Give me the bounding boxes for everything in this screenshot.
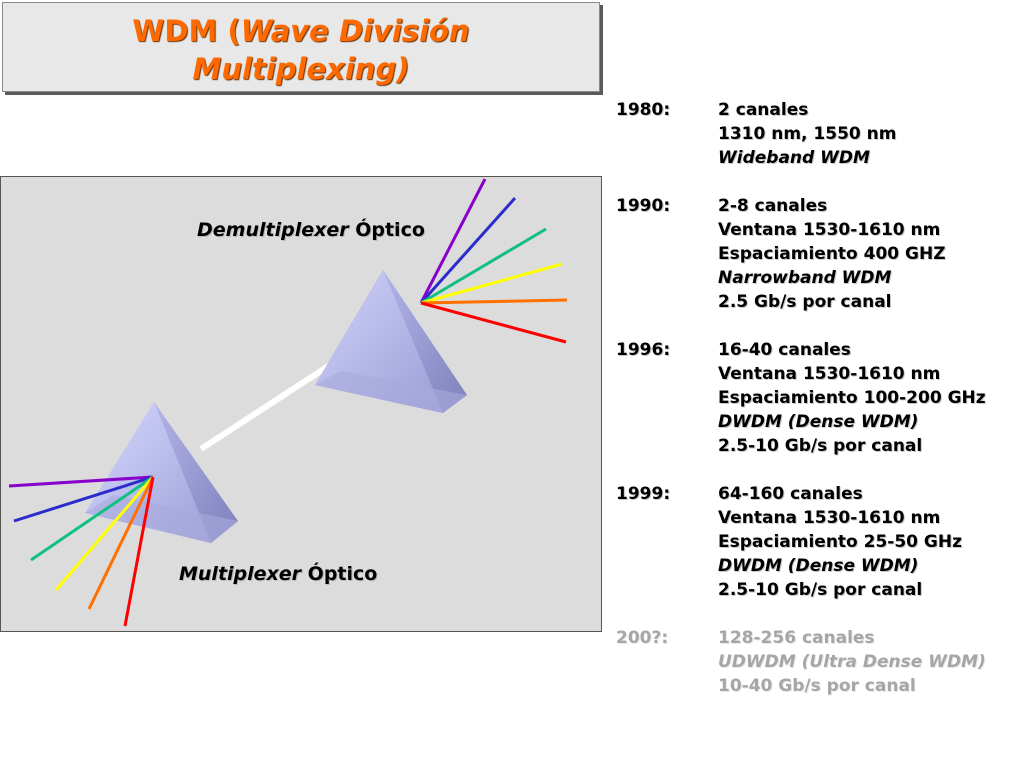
timeline-detail-line: DWDM (Dense WDM) <box>718 556 919 576</box>
timeline-entry: 1990: 2-8 canales Ventana 1530-1610 nm Espa… <box>616 194 1016 314</box>
demux-beam-violet <box>419 178 487 304</box>
timeline-entry: 1999: 64-160 canales Ventana 1530-1610 nm E… <box>616 482 1016 602</box>
timeline-year: 1996: <box>616 340 671 360</box>
mux-prism <box>85 402 238 543</box>
slide-title: WDM (Wave División Multiplexing) <box>3 12 599 88</box>
mux-beam-blue <box>13 475 154 523</box>
timeline-detail-line: DWDM (Dense WDM) <box>718 412 919 432</box>
timeline-detail-line: Ventana 1530-1610 nm <box>718 364 941 384</box>
title-italic-2: Multiplexing) <box>192 52 410 86</box>
mux-label-italic: Multiplexer <box>179 563 302 585</box>
timeline-detail-line: 64-160 canales <box>718 484 863 504</box>
demux-label-rest: Óptico <box>348 219 425 241</box>
timeline-detail-line: 1310 nm, 1550 nm <box>718 124 897 144</box>
mux-beam-violet <box>8 475 154 488</box>
demux-output-beams <box>419 178 568 344</box>
title-prefix: WDM ( <box>132 14 241 48</box>
timeline-detail-line: Espaciamiento 25-50 GHz <box>718 532 963 552</box>
title-box: WDM (Wave División Multiplexing) <box>2 2 600 92</box>
timeline-detail-line: 10-40 Gb/s por canal <box>718 676 916 696</box>
timeline-detail-line: Ventana 1530-1610 nm <box>718 508 941 528</box>
timeline-detail-line: Espaciamiento 100-200 GHz <box>718 388 986 408</box>
timeline-year: 1990: <box>616 196 671 216</box>
mux-beam-orange <box>87 476 155 610</box>
timeline-detail-line: 2-8 canales <box>718 196 828 216</box>
timeline-detail-line: 128-256 canales <box>718 628 875 648</box>
demux-beam-green <box>420 227 547 305</box>
timeline-details: 64-160 canales Ventana 1530-1610 nm Espaci… <box>718 482 1016 602</box>
mux-beam-green <box>30 475 154 562</box>
timeline-details: 128-256 canales UDWDM (Ultra Dense WDM) 10… <box>718 626 1016 698</box>
timeline-detail-line: 2.5-10 Gb/s por canal <box>718 436 923 456</box>
wdm-diagram: Demultiplexer Óptico Multiplexer Óptico <box>0 176 602 632</box>
mux-label-rest: Óptico <box>301 563 378 585</box>
timeline-detail-line: Ventana 1530-1610 nm <box>718 220 941 240</box>
demux-beam-yellow <box>420 262 563 305</box>
timeline-detail-line: 2 canales <box>718 100 809 120</box>
timeline-detail-line: UDWDM (Ultra Dense WDM) <box>718 652 986 672</box>
mux-beam-yellow <box>54 476 155 591</box>
timeline-entry: 1980: 2 canales 1310 nm, 1550 nm Wideband W… <box>616 98 1016 170</box>
timeline-entry: 200?: 128-256 canales UDWDM (Ultra Dense W… <box>616 626 1016 698</box>
timeline-entry: 1996: 16-40 canales Ventana 1530-1610 nm Es… <box>616 338 1016 458</box>
timeline-detail-line: 2.5 Gb/s por canal <box>718 292 892 312</box>
demux-label: Demultiplexer Óptico <box>197 219 425 241</box>
timeline-year: 200?: <box>616 628 669 648</box>
timeline-detail-line: Wideband WDM <box>718 148 870 168</box>
timeline-details: 16-40 canales Ventana 1530-1610 nm Espacia… <box>718 338 1016 458</box>
timeline-year: 1999: <box>616 484 671 504</box>
mux-input-beams <box>8 475 155 627</box>
timeline-detail-line: 2.5-10 Gb/s por canal <box>718 580 923 600</box>
timeline-details: 2-8 canales Ventana 1530-1610 nm Espaciami… <box>718 194 1016 314</box>
timeline-detail-line: Espaciamiento 400 GHZ <box>718 244 946 264</box>
timeline-detail-line: Narrowband WDM <box>718 268 892 288</box>
wdm-timeline: 1980: 2 canales 1310 nm, 1550 nm Wideband W… <box>616 98 1016 722</box>
prism-illustration <box>8 178 568 627</box>
demux-beam-orange <box>420 298 568 305</box>
timeline-detail-line: 16-40 canales <box>718 340 851 360</box>
demux-label-italic: Demultiplexer <box>197 219 349 241</box>
mux-beam-red <box>123 476 155 627</box>
timeline-details: 2 canales 1310 nm, 1550 nm Wideband WDM <box>718 98 1016 170</box>
title-italic-1: Wave División <box>240 14 470 48</box>
demux-prism <box>315 270 467 413</box>
demux-beam-blue <box>419 196 517 305</box>
mux-label: Multiplexer Óptico <box>179 563 377 585</box>
demux-beam-red <box>420 301 567 344</box>
timeline-year: 1980: <box>616 100 671 120</box>
